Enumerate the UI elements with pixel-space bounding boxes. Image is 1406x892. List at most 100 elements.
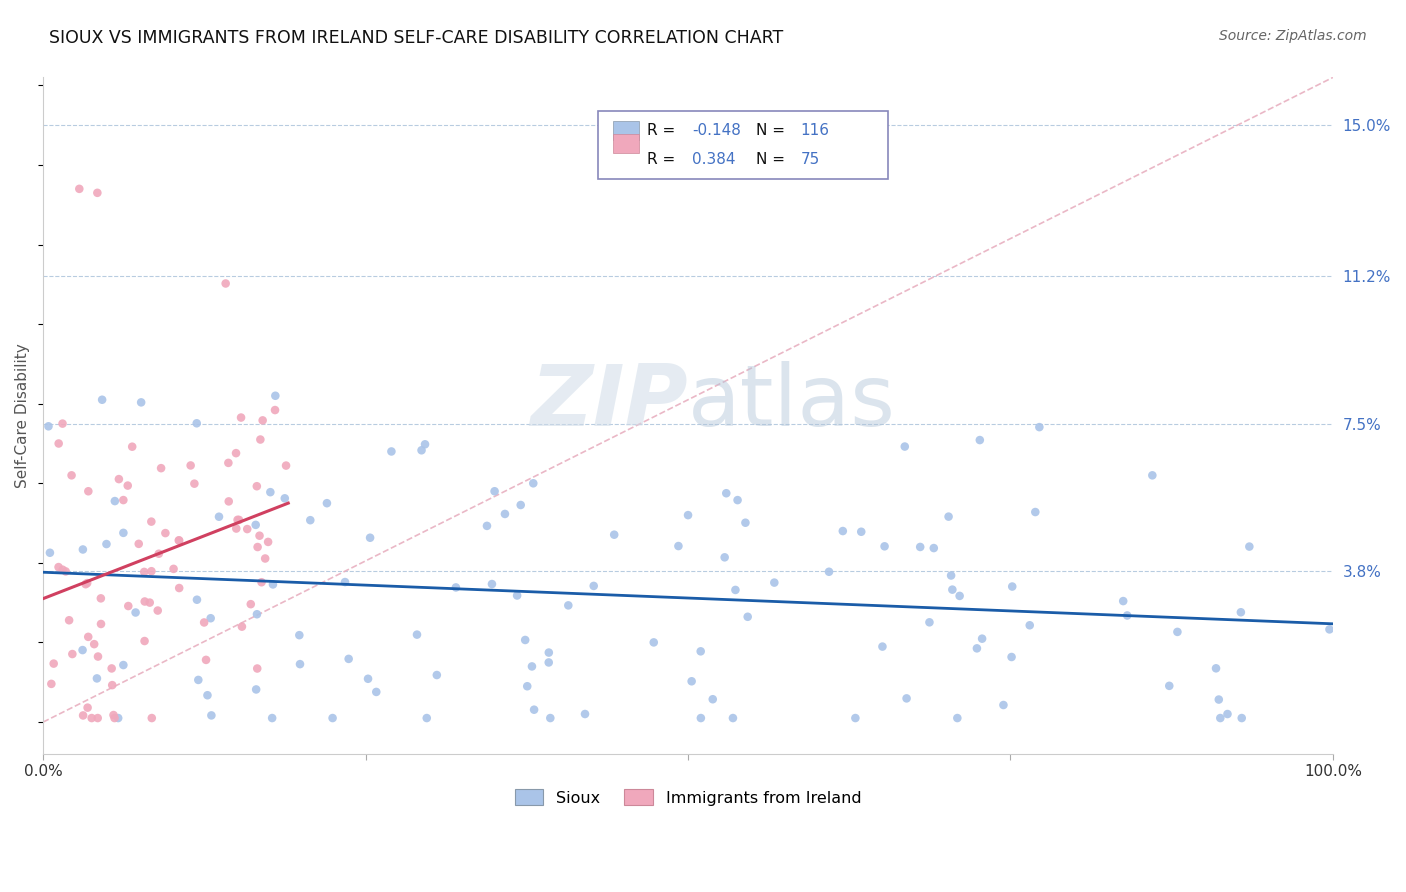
Point [1116,608,1139,623]
Point [200,611,222,625]
Point [506,589,529,603]
Point [274,491,297,506]
Text: R =: R = [647,123,681,138]
Point [77,630,100,644]
Point [86,186,108,200]
Point [257,535,280,549]
Text: N =: N = [756,123,790,138]
Point [193,615,215,630]
Text: N =: N = [756,152,790,167]
Point [941,582,963,597]
Point [75,577,97,591]
Point [208,509,231,524]
Point [214,277,236,291]
Point [100,661,122,675]
Point [969,433,991,447]
Point [262,711,284,725]
Point [48,560,70,574]
Point [150,461,173,475]
Point [246,479,269,493]
Point [1166,624,1188,639]
Point [146,603,169,617]
Point [252,413,274,427]
Point [322,711,344,725]
Point [42,657,65,671]
Point [141,515,163,529]
Text: R =: R = [647,152,681,167]
Legend: Sioux, Immigrants from Ireland: Sioux, Immigrants from Ireland [506,781,869,814]
Point [246,540,269,554]
Point [1024,505,1046,519]
Point [87,649,110,664]
Point [76,576,98,591]
Point [246,607,269,622]
Point [86,711,108,725]
Point [80,711,103,725]
Point [259,485,281,500]
Text: 75: 75 [800,152,820,167]
Point [537,656,560,670]
Point [444,581,467,595]
Point [702,692,724,706]
Point [249,433,271,447]
Point [129,395,152,409]
FancyBboxPatch shape [613,134,640,153]
Point [72,542,94,557]
Point [138,596,160,610]
Point [316,496,339,510]
Point [117,599,139,613]
Point [918,615,941,630]
Point [121,440,143,454]
Point [538,711,561,725]
Point [337,652,360,666]
Point [55,565,77,579]
Point [60,468,83,483]
Point [186,592,208,607]
Point [231,620,253,634]
Point [681,674,703,689]
Point [676,508,699,522]
Point [894,440,917,454]
Point [245,517,267,532]
Text: SIOUX VS IMMIGRANTS FROM IRELAND SELF-CARE DISABILITY CORRELATION CHART: SIOUX VS IMMIGRANTS FROM IRELAND SELF-CA… [49,29,783,46]
Point [228,513,250,527]
Point [200,708,222,723]
Point [1112,594,1135,608]
Point [124,606,146,620]
Point [104,494,127,508]
Point [236,522,259,536]
Point [896,691,918,706]
Point [186,417,208,431]
Point [734,516,756,530]
Point [737,609,759,624]
Point [128,537,150,551]
Text: atlas: atlas [688,360,896,443]
Y-axis label: Self-Care Disability: Self-Care Disability [15,343,30,488]
Point [1208,692,1230,706]
Point [523,703,546,717]
Text: -0.148: -0.148 [692,123,741,138]
Point [264,403,287,417]
Point [134,634,156,648]
Point [51,417,73,431]
Point [249,529,271,543]
Point [60,647,83,661]
Point [515,632,537,647]
Point [112,658,135,673]
Point [264,389,287,403]
FancyBboxPatch shape [613,120,640,140]
Point [90,591,112,606]
Point [167,533,190,548]
Text: 116: 116 [800,123,830,138]
Point [818,565,841,579]
Point [1000,650,1022,665]
Point [908,540,931,554]
Point [668,539,690,553]
Point [557,599,579,613]
Point [96,537,118,551]
Point [48,436,70,450]
Point [195,653,218,667]
Point [1001,580,1024,594]
Point [1319,623,1341,637]
Point [851,524,873,539]
